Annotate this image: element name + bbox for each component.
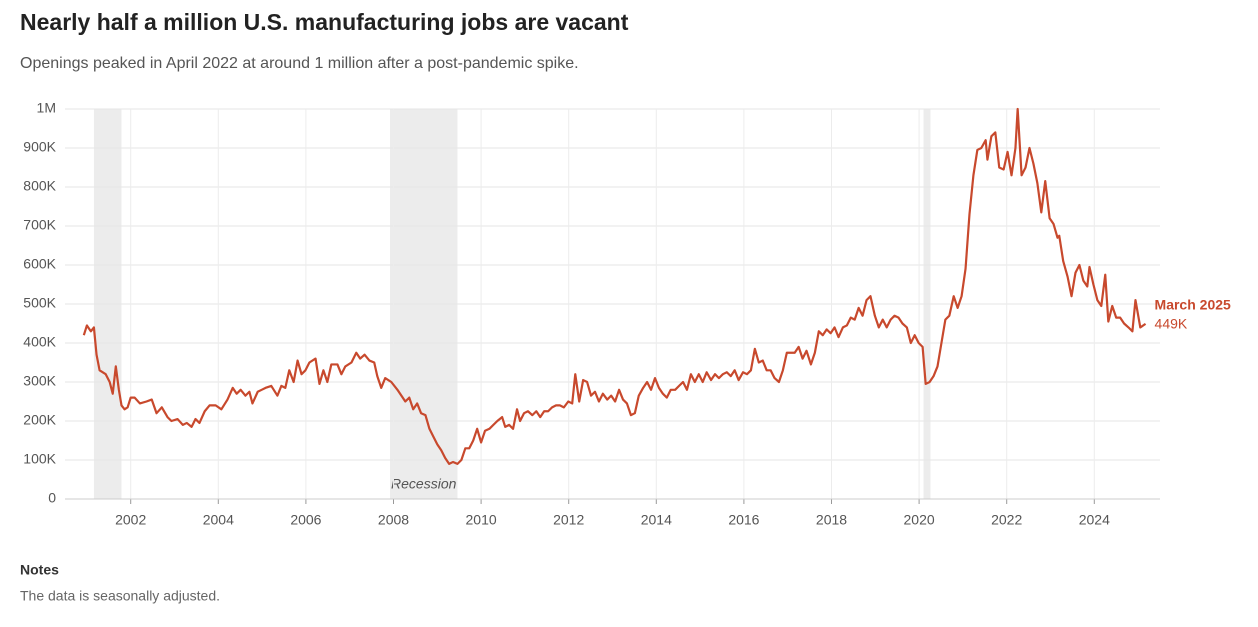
chart-title: Nearly half a million U.S. manufacturing… [20, 9, 629, 35]
series-line [82, 107, 1147, 465]
end-annotation-title: March 2025 [1155, 297, 1231, 313]
y-tick-label: 600K [23, 256, 56, 272]
y-tick-label: 900K [23, 139, 56, 155]
y-tick-label: 100K [23, 451, 56, 467]
x-tick-label: 2014 [641, 512, 672, 528]
y-tick-label: 700K [23, 217, 56, 233]
y-tick-label: 0 [48, 490, 56, 506]
x-tick-label: 2012 [553, 512, 584, 528]
x-tick-label: 2002 [115, 512, 146, 528]
x-tick-label: 2004 [203, 512, 234, 528]
x-tick-label: 2018 [816, 512, 847, 528]
x-tick-label: 2010 [466, 512, 497, 528]
x-tick-label: 2006 [290, 512, 321, 528]
grid: 0 100K 200K 300K 400K 500K 600K 700K 800K 900K 1M 2… [23, 100, 1160, 528]
x-tick-label: 2016 [728, 512, 759, 528]
x-tick-label: 2008 [378, 512, 409, 528]
plot: March 2025 449K [82, 107, 1231, 465]
notes-title: Notes [20, 562, 59, 578]
chart-subtitle: Openings peaked in April 2022 at around … [20, 55, 579, 72]
recession-label: Recession [391, 476, 457, 492]
y-tick-label: 1M [37, 100, 56, 116]
notes-text: The data is seasonally adjusted. [20, 588, 220, 604]
x-tick-label: 2024 [1079, 512, 1110, 528]
x-tick-label: 2020 [904, 512, 935, 528]
y-tick-label: 500K [23, 295, 56, 311]
y-tick-label: 400K [23, 334, 56, 350]
end-annotation-value: 449K [1155, 316, 1188, 332]
x-tick-label: 2022 [991, 512, 1022, 528]
y-tick-label: 300K [23, 373, 56, 389]
y-tick-label: 800K [23, 178, 56, 194]
y-tick-label: 200K [23, 412, 56, 428]
